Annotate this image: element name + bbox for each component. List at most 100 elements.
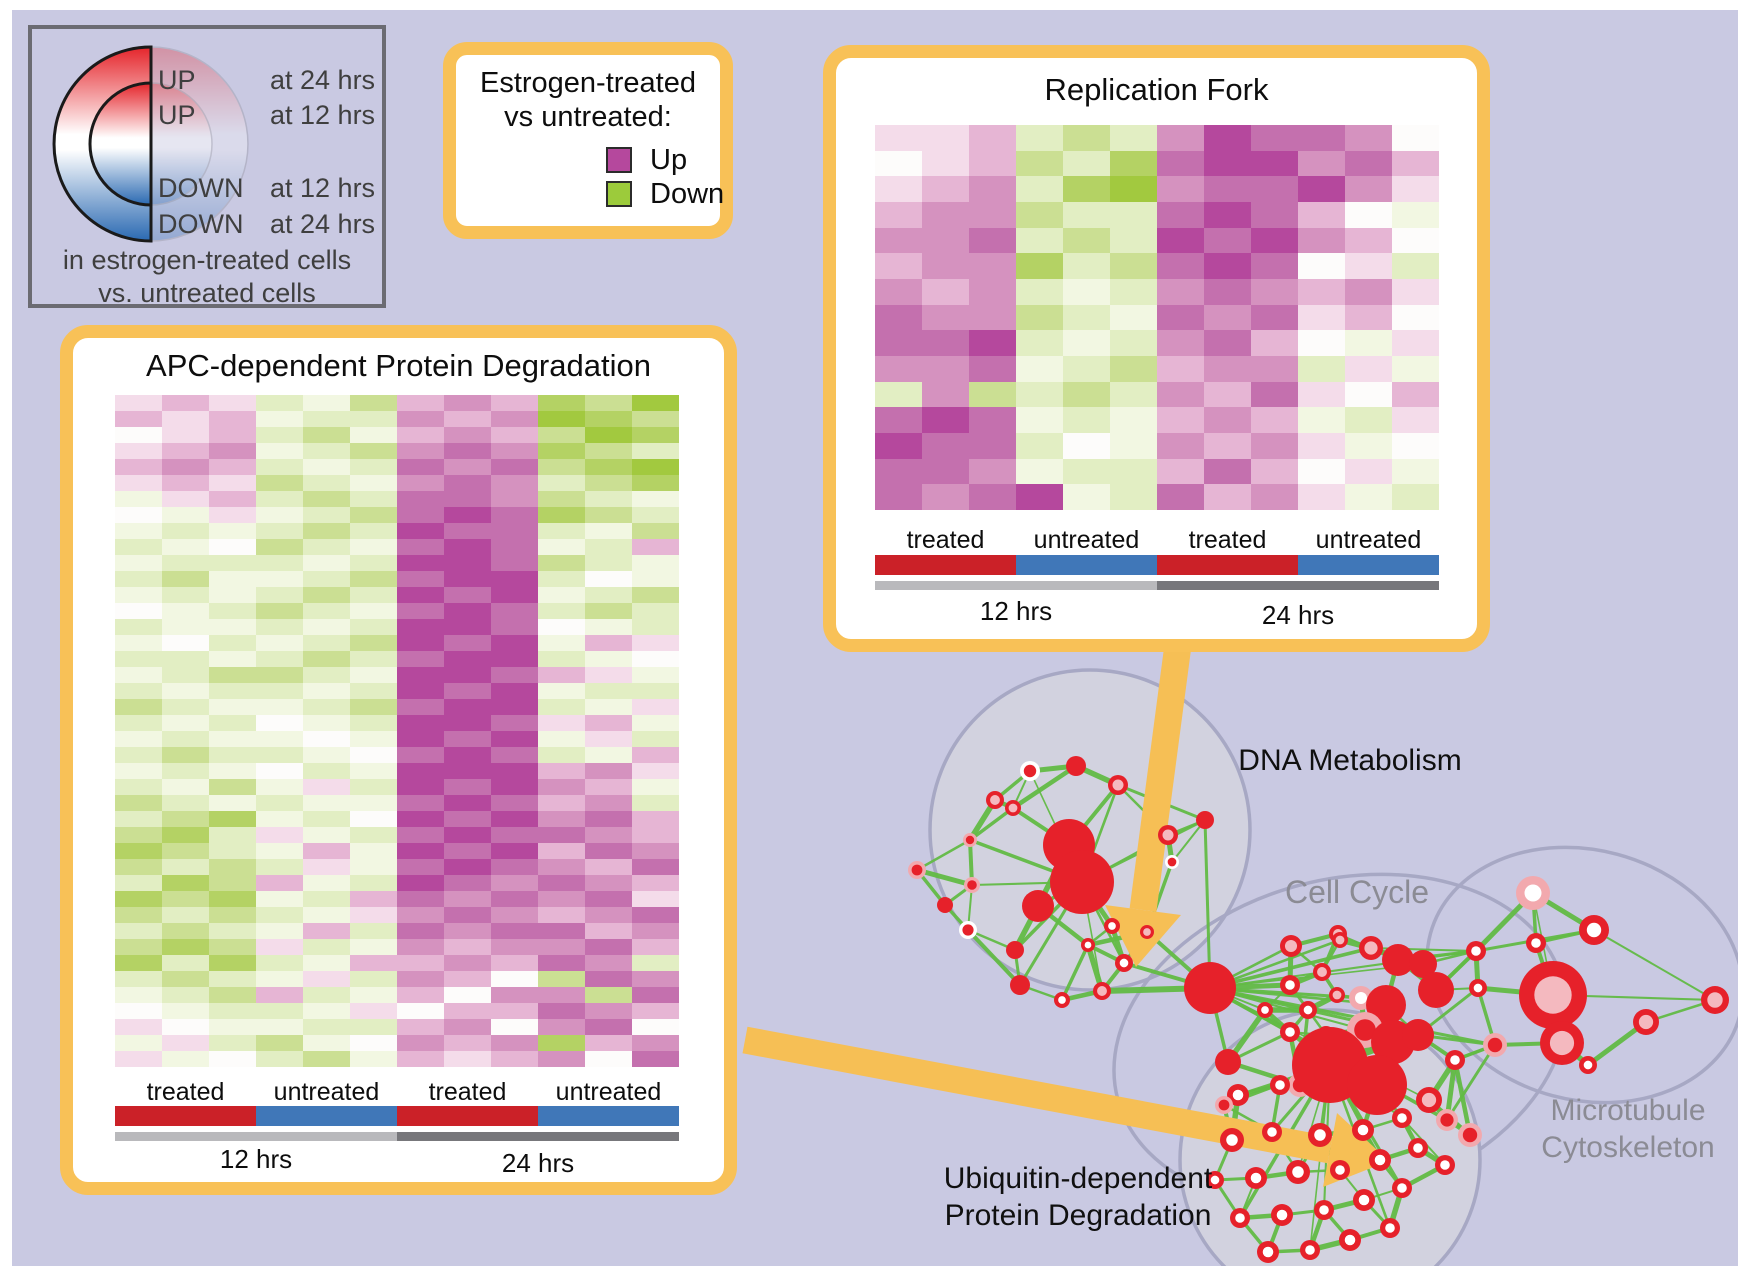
gene-node xyxy=(1022,890,1054,922)
time-label: at 24 hrs xyxy=(270,65,376,95)
gene-node-center xyxy=(965,835,975,845)
gene-node xyxy=(1402,1019,1434,1051)
gene-node-center xyxy=(1487,1037,1503,1053)
gene-node-center xyxy=(1250,1172,1262,1184)
gene-node-center xyxy=(1638,1014,1654,1030)
gene-node-center xyxy=(1317,967,1327,977)
treatment-group-label: treated xyxy=(906,526,985,554)
gene-node-center xyxy=(1210,1175,1220,1185)
gene-node-center xyxy=(911,864,923,876)
gene-node-center xyxy=(1008,803,1018,813)
gene-node-center xyxy=(967,880,977,890)
time-color-bar xyxy=(397,1132,679,1141)
time-group-label: 24 hrs xyxy=(501,1148,575,1178)
gene-node xyxy=(1409,950,1437,978)
treatment-color-bar xyxy=(875,555,1016,575)
network-edge xyxy=(1011,764,1078,810)
gene-node-center xyxy=(1364,941,1378,955)
treatment-group-label: treated xyxy=(146,1078,225,1106)
network-edge xyxy=(966,928,1022,987)
treatment-group-label: untreated xyxy=(555,1078,662,1106)
gene-node-center xyxy=(1285,980,1295,990)
gene-node xyxy=(1010,975,1030,995)
gene-node xyxy=(1382,944,1414,976)
treatment-color-bar xyxy=(1016,555,1157,575)
gene-node xyxy=(1066,756,1086,776)
treatment-color-bar xyxy=(538,1106,679,1126)
time-color-bar xyxy=(875,581,1157,590)
network-edge xyxy=(1060,944,1090,1001)
treatment-group-label: untreated xyxy=(273,1078,380,1106)
treatment-color-bar xyxy=(1298,555,1439,575)
network-cross-edge xyxy=(1203,819,1212,989)
gene-node-center xyxy=(1354,1019,1376,1041)
gene-node-center xyxy=(990,795,1000,805)
gene-node-center xyxy=(1549,1030,1575,1056)
direction-label: UP xyxy=(158,100,196,130)
gene-node-center xyxy=(1385,1223,1395,1233)
updown-ring-icon xyxy=(52,45,249,243)
gene-node-center xyxy=(1374,1154,1386,1166)
gene-node-center xyxy=(1583,1060,1593,1070)
gene-node-center xyxy=(1162,829,1174,841)
gene-node-center xyxy=(1218,1099,1230,1111)
gene-node-center xyxy=(1284,939,1298,953)
gene-node-center xyxy=(1119,958,1129,968)
treatment-group-label: treated xyxy=(1188,526,1267,554)
gene-node-center xyxy=(1335,935,1345,945)
up-color-swatch xyxy=(606,147,632,173)
network-edge xyxy=(1209,946,1372,990)
gene-node xyxy=(1006,941,1024,959)
time-color-bar xyxy=(1157,581,1439,590)
time-group-label: 12 hrs xyxy=(979,596,1053,626)
treatment-color-bar xyxy=(256,1106,397,1126)
network-edge xyxy=(968,806,1015,842)
treatment-color-bar xyxy=(115,1106,256,1126)
cluster-mt xyxy=(1425,845,1738,1105)
time-label: at 12 hrs xyxy=(270,173,376,203)
network-edge xyxy=(1209,986,1496,1047)
legend-footer-line2: vs. untreated cells xyxy=(98,278,316,308)
gene-node-center xyxy=(1344,1234,1356,1246)
down-label: Down xyxy=(650,178,725,210)
gene-node-center xyxy=(1586,922,1602,938)
gene-node-center xyxy=(1335,1165,1345,1175)
time-label: at 24 hrs xyxy=(270,209,376,239)
gene-node-center xyxy=(1275,1080,1285,1090)
gene-node-center xyxy=(1421,1092,1437,1108)
gene-node-center xyxy=(1112,779,1124,791)
ubiquitin-degradation-label: Ubiquitin-dependent Protein Degradation xyxy=(933,1160,1223,1234)
gene-node-center xyxy=(1235,1213,1245,1223)
panel-title: Replication Fork xyxy=(1044,72,1269,107)
legend-footer-line1: in estrogen-treated cells xyxy=(62,245,352,275)
ubiquitin-label-line1: Ubiquitin-dependent xyxy=(943,1162,1213,1195)
gene-node-center xyxy=(1097,986,1107,996)
network-cross-edge xyxy=(1445,1044,1497,1121)
network-edge xyxy=(916,838,971,872)
gene-node-center xyxy=(1531,938,1541,948)
apc-degradation-panel: APC-dependent Protein Degradation treate… xyxy=(60,325,737,1195)
gene-node-center xyxy=(1262,1246,1274,1258)
connector-arrow-shaft xyxy=(1129,643,1192,912)
updown-legend: UP at 24 hrs UP at 12 hrs DOWN at 12 hrs… xyxy=(28,25,386,308)
gene-node-center xyxy=(1314,1129,1326,1141)
ubiquitin-label-line2: Protein Degradation xyxy=(944,1199,1212,1232)
gene-node xyxy=(937,897,953,913)
gene-node-center xyxy=(1023,764,1037,778)
gene-node-center xyxy=(1440,1113,1454,1127)
gene-node-center xyxy=(1108,922,1116,930)
apc-heatmap xyxy=(115,395,679,1067)
treatment-color-bar xyxy=(1157,555,1298,575)
time-color-bar xyxy=(115,1132,397,1141)
gene-node-center xyxy=(1397,1183,1407,1193)
panel-title: APC-dependent Protein Degradation xyxy=(146,348,651,383)
gene-node-center xyxy=(1058,996,1066,1004)
up-label: Up xyxy=(650,144,688,176)
treatment-group-label: treated xyxy=(428,1078,507,1106)
gene-node-center xyxy=(1267,1127,1277,1137)
gene-node-center xyxy=(1305,1245,1315,1255)
gene-node-center xyxy=(1084,941,1092,949)
gene-node-center xyxy=(1397,1113,1407,1123)
